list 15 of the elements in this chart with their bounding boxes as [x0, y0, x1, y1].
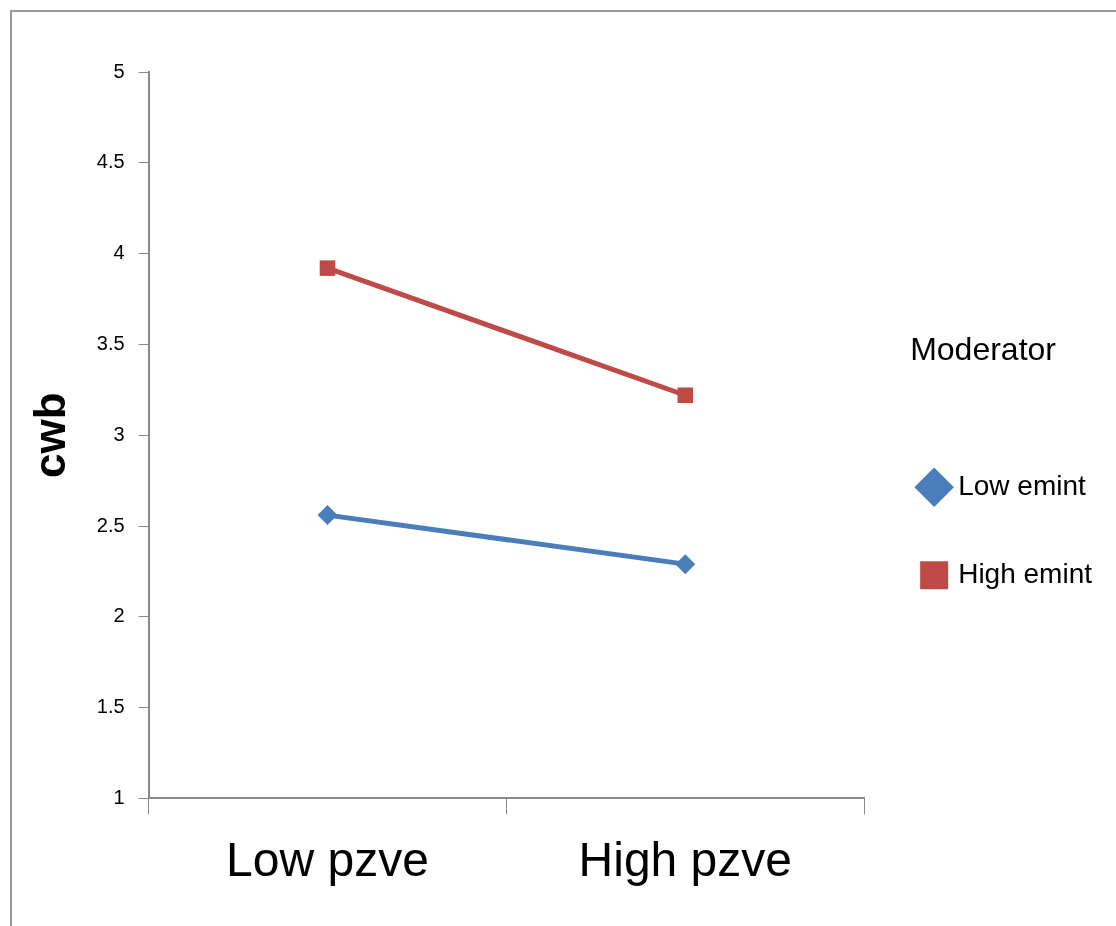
y-tick-label: 3.5 [96, 331, 125, 354]
legend-label: High emint [958, 557, 1093, 589]
y-tick-label: 2.5 [96, 513, 125, 536]
legend-title: Moderator [910, 330, 1057, 367]
y-tick-label: 5 [113, 59, 125, 82]
y-tick-label: 1 [113, 785, 125, 808]
y-tick-label: 1.5 [96, 695, 125, 718]
y-tick-label: 4 [113, 241, 125, 264]
y-tick-label: 3 [113, 422, 125, 445]
x-tick-label: High pzve [578, 833, 792, 887]
x-tick-label: Low pzve [226, 833, 429, 887]
y-tick-label: 2 [113, 604, 125, 627]
y-axis-title: cwb [24, 392, 74, 478]
y-tick-label: 4.5 [96, 150, 125, 173]
legend-label: Low emint [958, 469, 1086, 501]
